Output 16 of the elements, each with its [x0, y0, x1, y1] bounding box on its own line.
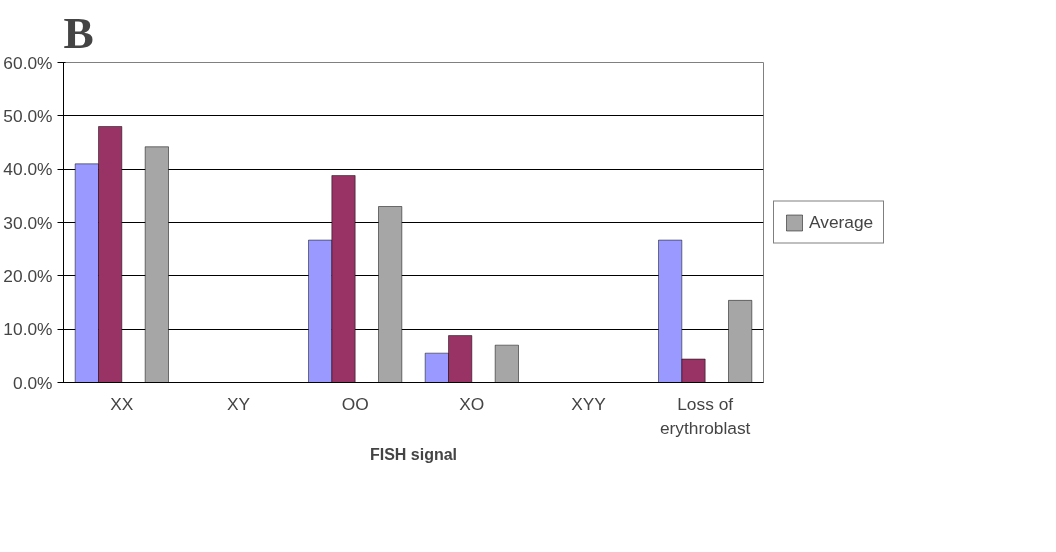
legend-label: Average — [809, 211, 874, 233]
x-tick-label: Loss of erythroblast — [659, 393, 751, 438]
chart-title: B — [63, 7, 94, 58]
y-tick-label: 0.0% — [13, 372, 53, 393]
y-tick-label: 40.0% — [3, 159, 53, 180]
x-tick-label: XO — [459, 393, 485, 414]
y-tick-label: 30.0% — [3, 212, 53, 233]
x-tick-label: XY — [226, 393, 251, 414]
x-axis-title: FISH signal — [369, 445, 458, 463]
y-tick-label: 10.0% — [3, 319, 53, 340]
x-tick-label: XX — [110, 393, 134, 414]
y-tick-label: 20.0% — [3, 265, 53, 286]
x-tick-label: XYY — [571, 393, 607, 414]
y-tick-label: 60.0% — [3, 52, 53, 73]
x-tick-label: OO — [341, 393, 369, 414]
y-tick-label: 50.0% — [3, 105, 53, 126]
